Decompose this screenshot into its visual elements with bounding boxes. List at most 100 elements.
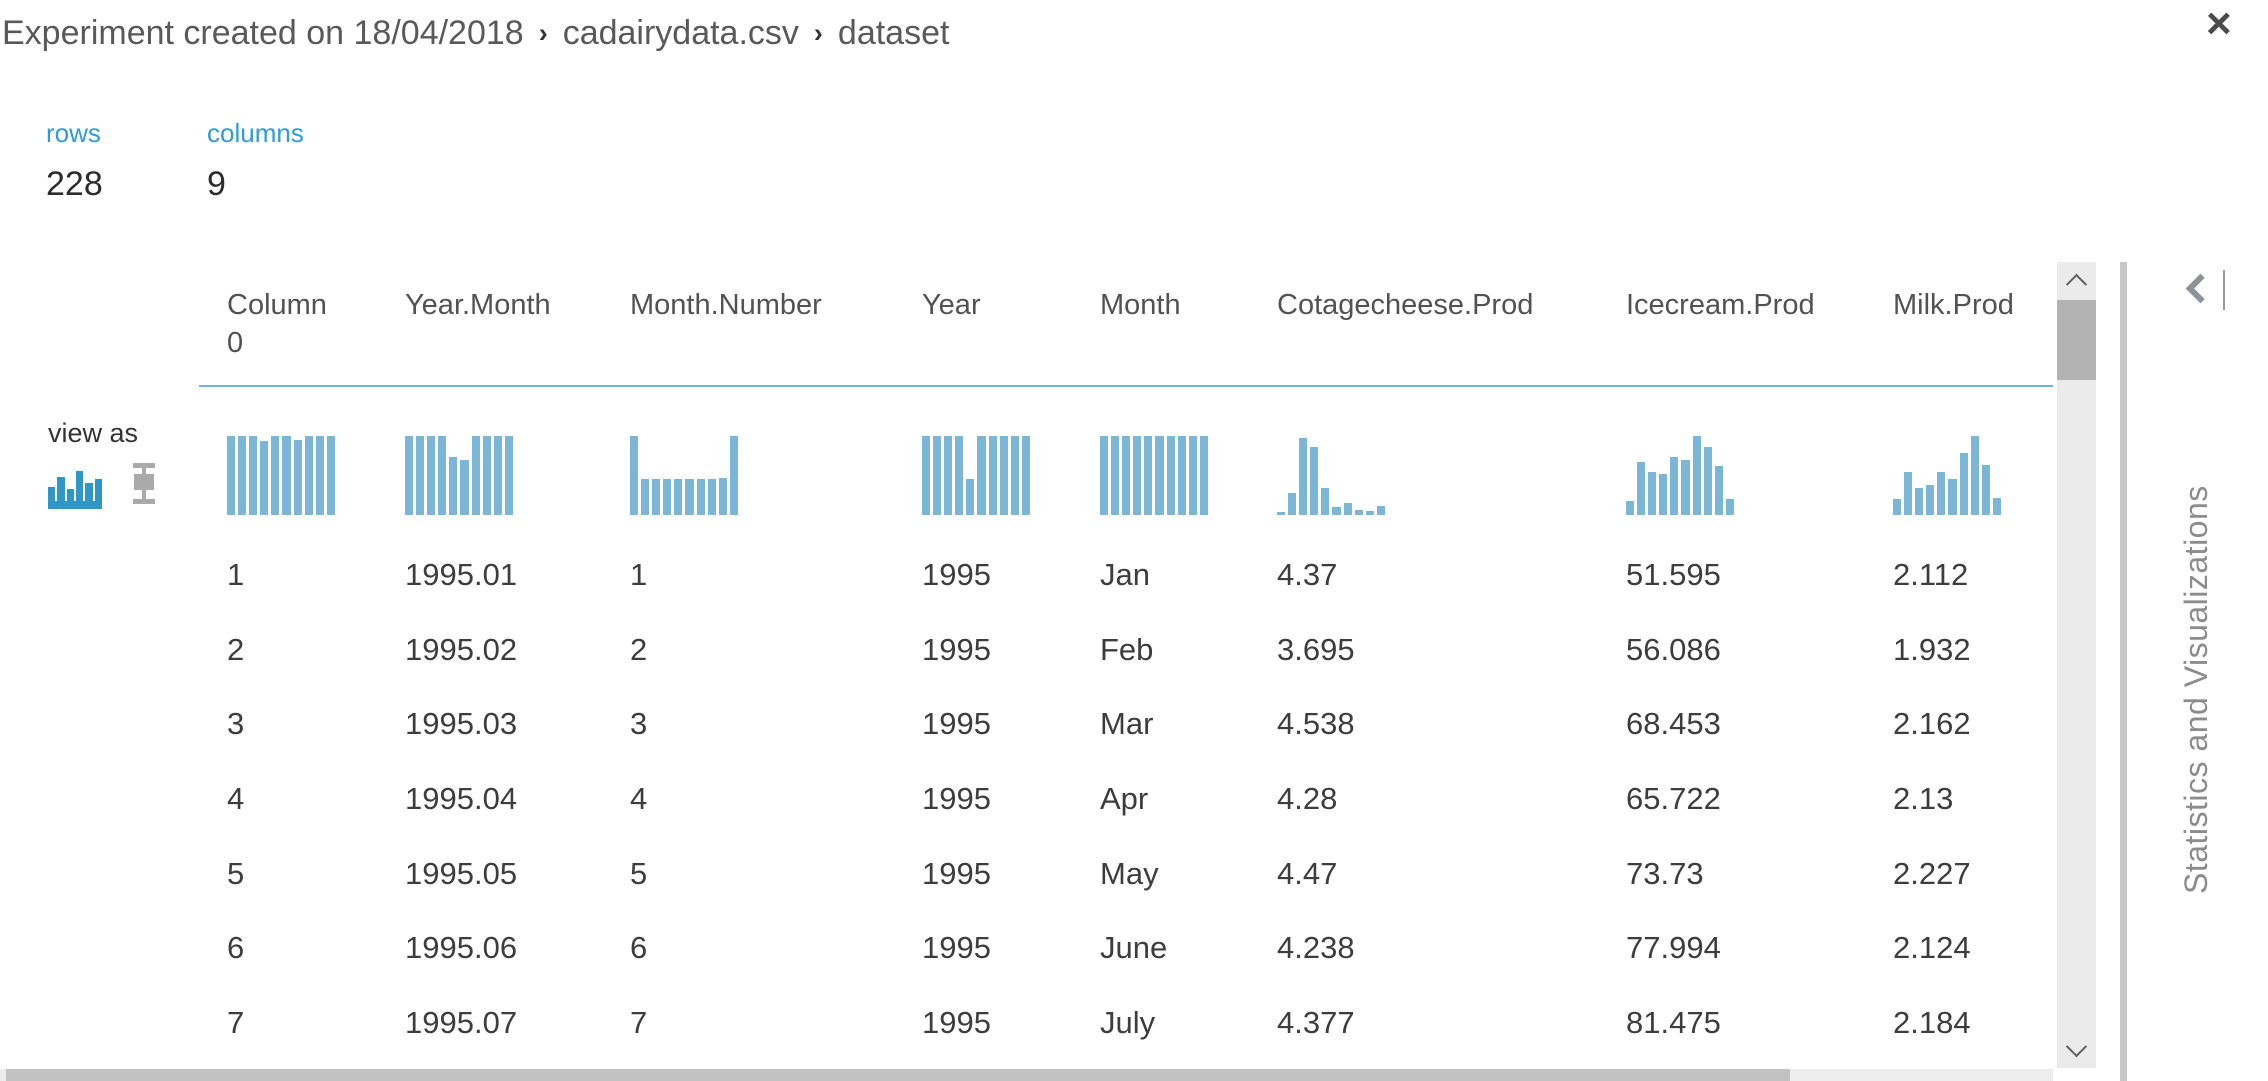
table-cell: 1995.03 — [405, 706, 518, 742]
table-row: 4 1995.04 4 1995 Apr 4.28 65.722 2.13 — [199, 762, 2053, 837]
chevron-left-icon[interactable] — [2185, 270, 2225, 310]
table-row: 3 1995.03 3 1995 Mar 4.538 68.453 2.162 — [199, 687, 2053, 762]
column-histogram[interactable] — [227, 436, 335, 515]
table-cell: Apr — [1100, 781, 1149, 817]
table-cell: 5 — [630, 855, 648, 891]
histogram-bar — [438, 436, 447, 515]
table-cell: 2.112 — [1893, 557, 1969, 593]
table-cell: 4 — [630, 781, 648, 817]
table-cell: 6 — [227, 930, 245, 966]
histogram-bar — [663, 479, 672, 515]
histogram-bar — [1365, 511, 1374, 515]
column-histogram[interactable] — [405, 436, 513, 515]
histogram-bar — [504, 436, 513, 515]
view-as-control: view as — [48, 418, 178, 509]
column-header[interactable]: Icecream.Prod — [1626, 289, 1815, 321]
table-cell: 1.932 — [1893, 631, 1971, 667]
column-histogram[interactable] — [630, 436, 738, 515]
table-cell: 2 — [630, 631, 648, 667]
table-cell: 2 — [227, 631, 245, 667]
histogram-bar — [238, 436, 247, 515]
table-cell: 51.595 — [1626, 557, 1721, 593]
breadcrumb-item-experiment[interactable]: Experiment created on 18/04/2018 — [2, 14, 524, 52]
table-row: 6 1995.06 6 1995 June 4.238 77.994 2.124 — [199, 911, 2053, 986]
table-cell: 1995 — [922, 855, 991, 891]
histogram-bar — [416, 436, 425, 515]
histogram-bar — [641, 479, 650, 515]
table-cell: 1 — [630, 557, 648, 593]
column-header[interactable]: Year.Month — [405, 289, 551, 321]
column-histogram[interactable] — [922, 436, 1030, 515]
histogram-bar — [729, 436, 738, 515]
table-cell: 1995 — [922, 930, 991, 966]
view-as-histogram-icon[interactable] — [48, 469, 102, 509]
vertical-scrollbar-thumb[interactable] — [2057, 300, 2096, 380]
breadcrumb: Experiment created on 18/04/2018 › cadairy… — [2, 14, 949, 53]
vertical-scrollbar[interactable] — [2057, 262, 2096, 1068]
table-cell: 4.538 — [1277, 706, 1355, 742]
scroll-up-icon[interactable] — [2057, 262, 2096, 300]
column-histogram[interactable] — [1626, 436, 1734, 515]
histogram-bar — [1010, 436, 1019, 515]
table-row: 1 1995.01 1 1995 Jan 4.37 51.595 2.112 — [199, 538, 2053, 613]
statistics-panel-tab[interactable]: Statistics and Visualizations — [2128, 262, 2268, 1081]
histogram-bar — [1670, 457, 1679, 515]
columns-label: columns — [207, 118, 304, 148]
table-cell: 4.28 — [1277, 781, 1338, 817]
histogram-bar — [988, 436, 997, 515]
chevron-right-icon: › — [538, 18, 548, 48]
column-header[interactable]: Month.Number — [630, 289, 822, 321]
column-header[interactable]: Milk.Prod — [1893, 289, 2014, 321]
histogram-bar — [944, 436, 953, 515]
histogram-bar — [999, 436, 1008, 515]
table-cell: 1995.06 — [405, 930, 518, 966]
column-header[interactable]: Year — [922, 289, 981, 321]
table-cell: 56.086 — [1626, 631, 1721, 667]
histogram-bar — [1659, 473, 1668, 515]
table-header-row: Column 0 Year.Month Month.Number Year Month C… — [199, 262, 2053, 387]
table-cell: 4.377 — [1277, 1004, 1355, 1040]
histogram-bar — [1648, 471, 1657, 515]
table-cell: 1 — [227, 557, 245, 593]
table-cell: 2.184 — [1893, 1004, 1971, 1040]
column-header[interactable]: Cotagecheese.Prod — [1277, 289, 1534, 321]
columns-summary: columns 9 — [207, 118, 368, 204]
table-cell: 4.37 — [1277, 557, 1338, 593]
chevron-right-icon: › — [813, 18, 823, 48]
table-cell: 4 — [227, 781, 245, 817]
histogram-bar — [1188, 436, 1197, 515]
histogram-bar — [718, 477, 727, 515]
histogram-bar — [652, 479, 661, 515]
histogram-bar — [1133, 436, 1142, 515]
histogram-bar — [1637, 462, 1646, 515]
column-header[interactable]: Column 0 — [227, 289, 327, 360]
close-icon[interactable]: × — [2206, 0, 2232, 48]
column-histogram[interactable] — [1277, 436, 1385, 515]
histogram-bar — [966, 479, 975, 515]
histogram-bar — [1021, 436, 1030, 515]
table-cell: 1995 — [922, 781, 991, 817]
horizontal-scrollbar-thumb[interactable] — [6, 1069, 1790, 1081]
column-histogram[interactable] — [1100, 436, 1208, 515]
table-cell: 6 — [630, 930, 648, 966]
view-as-boxplot-icon[interactable] — [132, 463, 156, 509]
histogram-bar — [1904, 471, 1913, 515]
histogram-bar — [304, 436, 313, 515]
table-cell: 1995 — [922, 706, 991, 742]
histogram-bar — [1992, 498, 2001, 515]
table-cell: 3.695 — [1277, 631, 1355, 667]
breadcrumb-item-file[interactable]: cadairydata.csv — [562, 14, 799, 52]
table-cell: June — [1100, 930, 1168, 966]
column-header[interactable]: Month — [1100, 289, 1181, 321]
statistics-panel-title: Statistics and Visualizations — [2178, 485, 2214, 894]
histogram-bar — [1100, 436, 1109, 515]
scroll-down-icon[interactable] — [2057, 1030, 2096, 1068]
histogram-bar — [471, 436, 480, 515]
rows-value: 228 — [46, 165, 103, 203]
column-histogram[interactable] — [1893, 436, 2001, 515]
horizontal-scrollbar[interactable] — [0, 1069, 2053, 1081]
table-cell: 68.453 — [1626, 706, 1721, 742]
view-as-label: view as — [48, 418, 139, 448]
histogram-bar — [1926, 484, 1935, 515]
